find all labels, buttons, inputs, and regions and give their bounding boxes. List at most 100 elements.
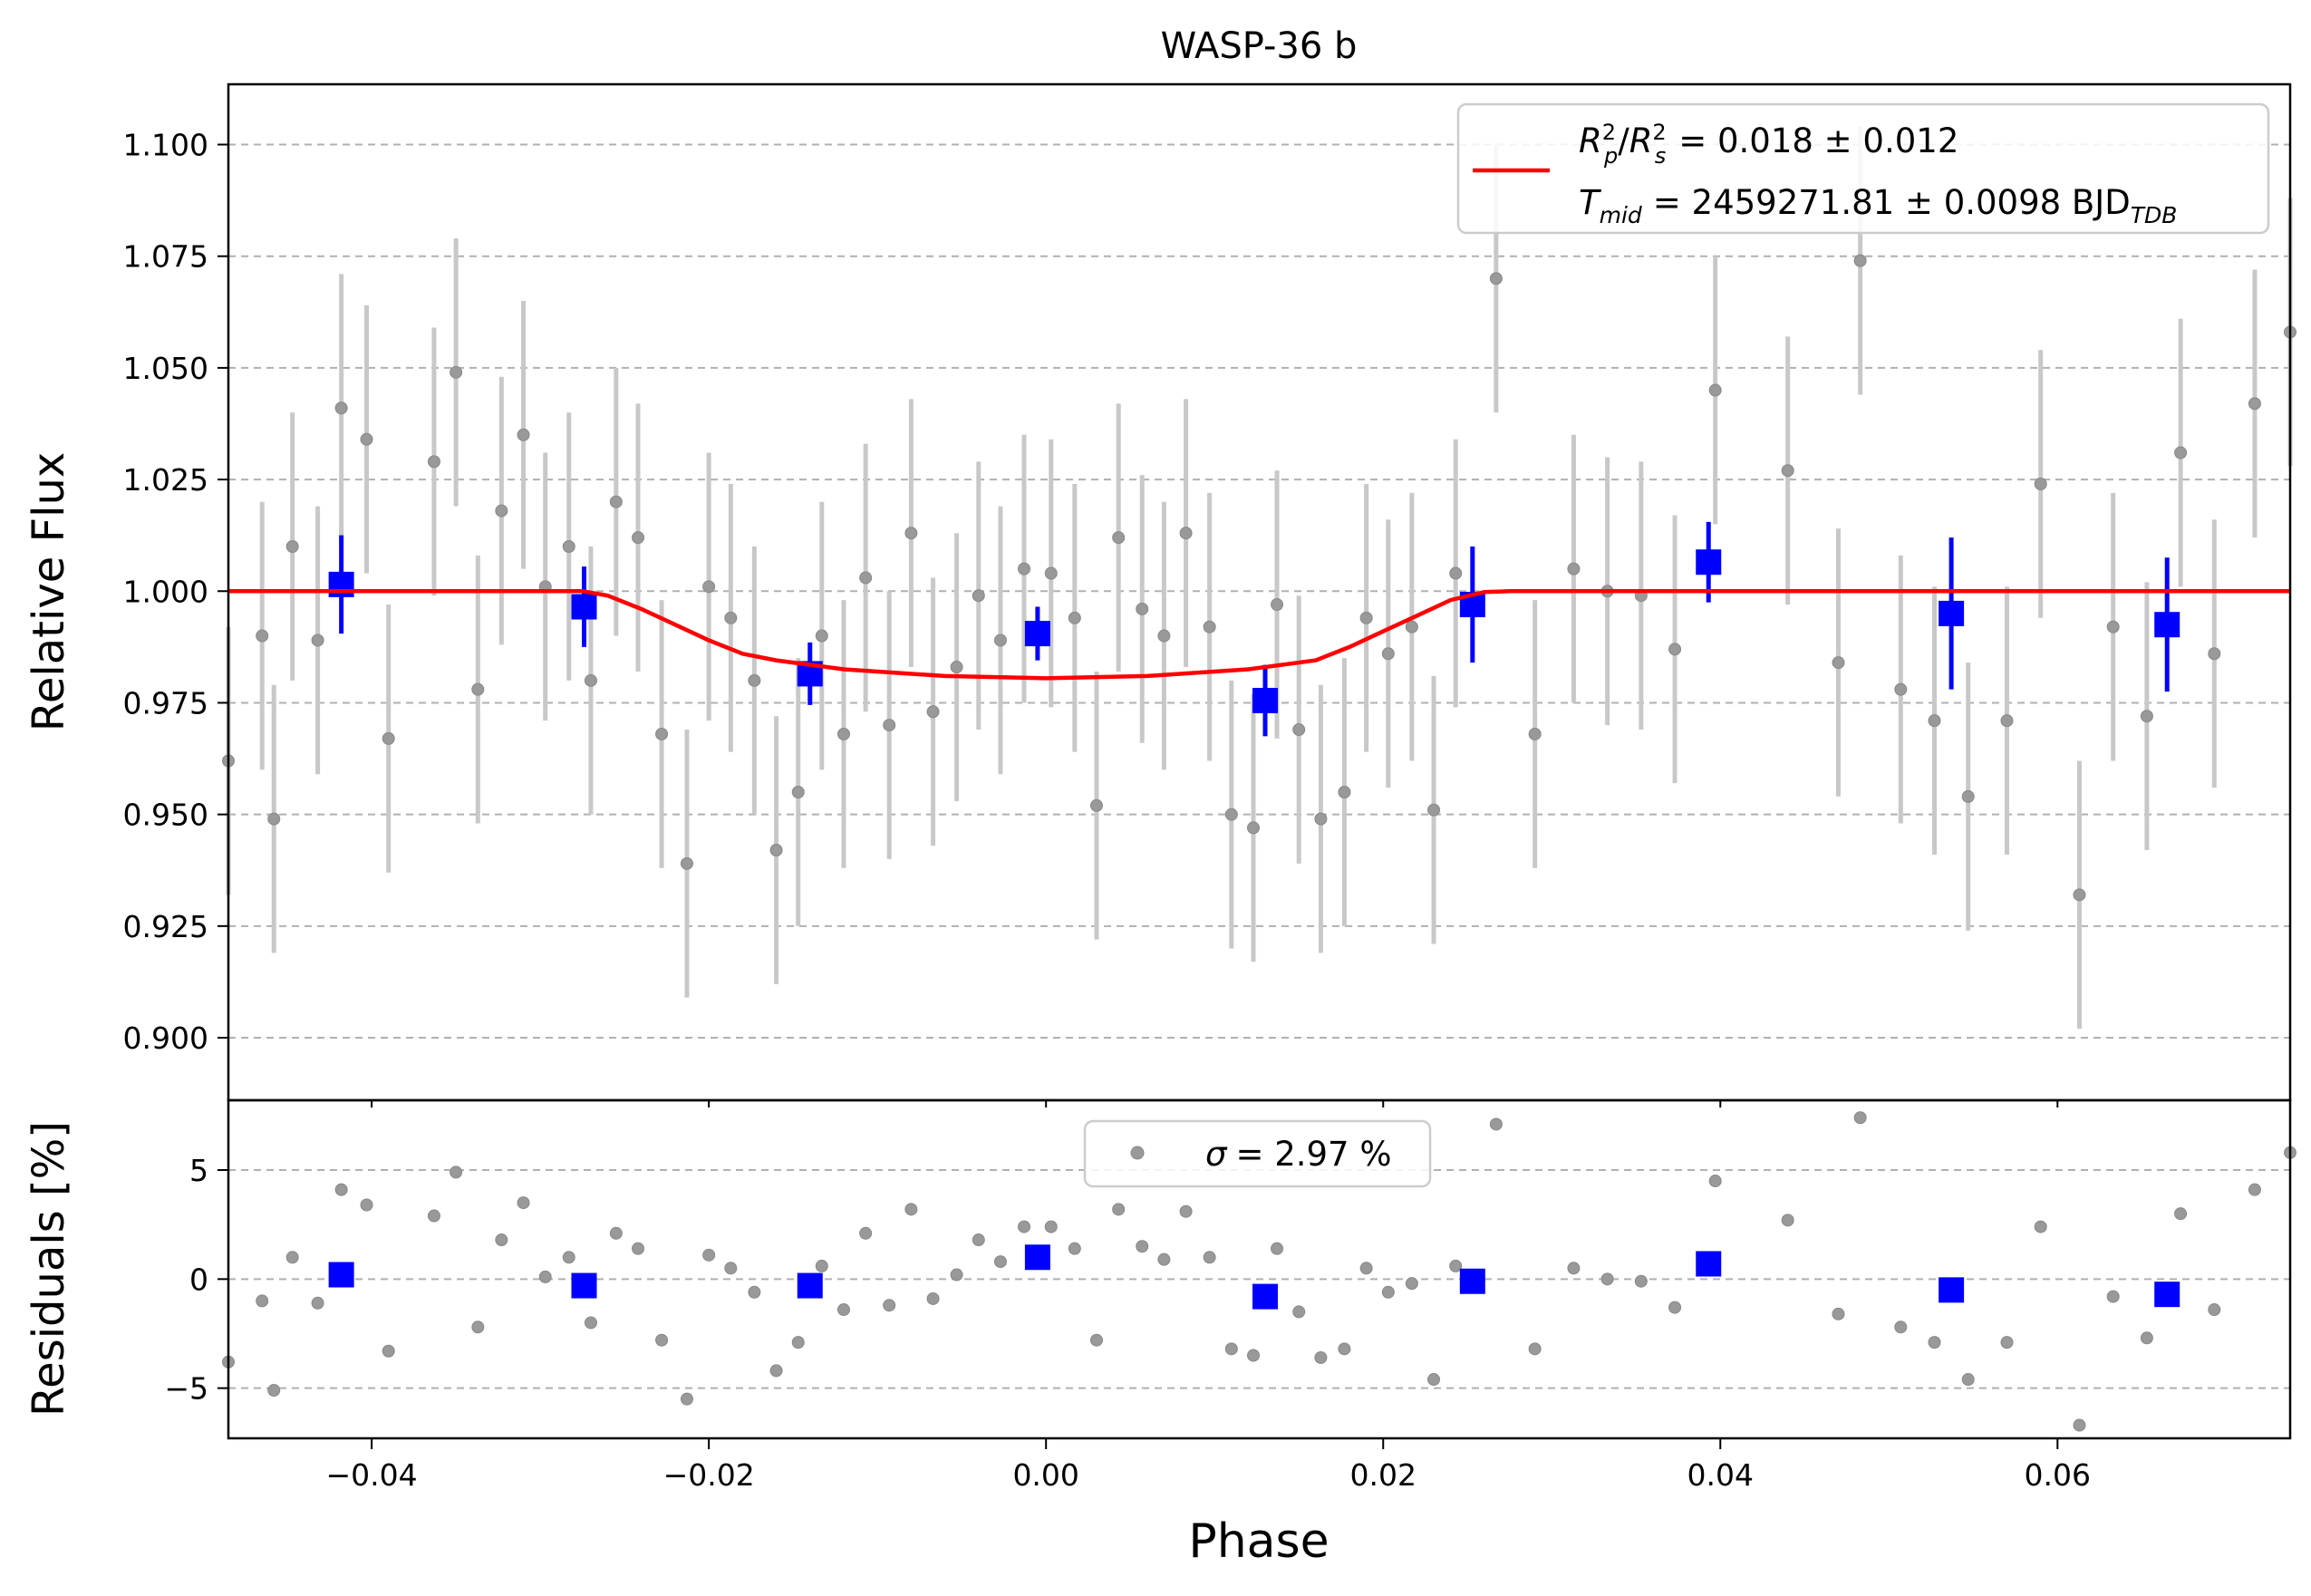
residual-point (1224, 1342, 1238, 1356)
raw-point (1781, 464, 1794, 478)
raw-point (562, 539, 575, 553)
raw-point (702, 580, 716, 594)
raw-point (1668, 643, 1682, 656)
residual-point (1832, 1307, 1845, 1320)
legend-box (1083, 1119, 1432, 1188)
residual-point (609, 1226, 623, 1240)
residual-point (972, 1233, 985, 1247)
raw-point (1832, 656, 1845, 670)
raw-point (2208, 647, 2221, 661)
residual-point (1018, 1220, 1031, 1233)
bottom-panel-frame (227, 1098, 2292, 1440)
residual-point (769, 1364, 783, 1378)
raw-point (517, 428, 530, 441)
top-y-axis-ticks: 0.900 0.925 0.950 0.975 1.000 1.025 1.050 1.075… (123, 128, 228, 1056)
residual-point (1292, 1305, 1306, 1319)
residual-point (883, 1299, 896, 1312)
top-y-tick-label: 1.100 (123, 128, 208, 163)
top-y-tick-label: 1.025 (123, 462, 208, 498)
bottom-y-axis-label: Residuals [%] (24, 1121, 74, 1417)
binned-point (1024, 621, 1050, 647)
transit-model-line (228, 589, 2290, 681)
x-tick-label: −0.02 (663, 1457, 755, 1493)
top-y-tick-label: 1.050 (123, 351, 208, 386)
raw-point (427, 455, 440, 469)
x-axis-ticks: −0.04 −0.02 0.00 0.02 0.04 0.06 (326, 1100, 2091, 1493)
bottom-y-tick-label: 5 (189, 1153, 208, 1188)
binned-residual-point (328, 1262, 354, 1288)
residual-point (1427, 1373, 1441, 1387)
top-binned-points (328, 521, 2180, 737)
raw-point (836, 727, 850, 740)
raw-point (360, 432, 373, 446)
residual-point (538, 1270, 552, 1283)
residual-point (427, 1209, 440, 1223)
raw-point (2140, 710, 2153, 723)
raw-point (1068, 611, 1081, 624)
top-raw-points (222, 254, 2296, 902)
raw-point (680, 856, 693, 870)
residual-point (1781, 1214, 1794, 1227)
legend-sigma-label: σ = 2.97 % (1205, 1135, 1392, 1174)
residual-point (517, 1196, 530, 1210)
residual-point (1112, 1203, 1126, 1216)
residual-point (993, 1255, 1007, 1269)
residual-point (724, 1262, 738, 1275)
legend-depth-label: R2 p/R2 s = 0.018 ± 0.012 (1579, 120, 1958, 169)
raw-point (311, 634, 324, 647)
raw-point (495, 504, 508, 517)
raw-point (1961, 789, 1975, 803)
residual-point (450, 1166, 463, 1179)
binned-point (2154, 612, 2180, 638)
residual-point (1246, 1349, 1260, 1362)
raw-point (1853, 254, 1867, 267)
x-tick-label: 0.04 (1687, 1457, 1754, 1493)
residual-binned-points (328, 1244, 2180, 1310)
residual-point (2174, 1207, 2188, 1221)
x-tick-label: −0.04 (326, 1457, 418, 1493)
raw-point (2248, 397, 2261, 411)
residual-point (1068, 1242, 1081, 1255)
raw-point (2106, 620, 2120, 634)
residual-point (748, 1285, 761, 1299)
x-axis-label: Phase (1188, 1514, 1329, 1569)
residual-point (1708, 1175, 1722, 1188)
raw-point (859, 571, 873, 585)
x-tick-label: 0.00 (1012, 1457, 1078, 1493)
raw-point (1179, 527, 1193, 540)
chart-title: WASP-36 b (1161, 25, 1358, 67)
residual-point (1203, 1251, 1216, 1264)
residual-point (836, 1303, 850, 1317)
residual-point (815, 1259, 828, 1272)
binned-point (1252, 687, 1279, 713)
raw-point (1489, 272, 1503, 285)
legend-tmid-label: Tmid = 2459271.81 ± 0.0098 BJDTDB (1579, 183, 2177, 228)
raw-point (1894, 682, 1908, 696)
residual-point (1338, 1342, 1351, 1356)
bottom-legend: σ = 2.97 % (1083, 1119, 1432, 1188)
top-y-tick-label: 1.075 (123, 239, 208, 275)
residual-point (1089, 1333, 1103, 1347)
residual-point (1044, 1220, 1058, 1233)
raw-point (791, 786, 805, 799)
residual-point (702, 1248, 716, 1262)
top-y-tick-label: 0.925 (123, 909, 208, 944)
residual-point (1381, 1285, 1395, 1299)
residual-point (1449, 1259, 1463, 1272)
residual-point (680, 1392, 693, 1406)
residual-point (1314, 1350, 1328, 1364)
residual-point (1157, 1253, 1171, 1266)
top-raw-errorbars (226, 126, 2293, 1030)
raw-point (334, 401, 348, 415)
residual-point (904, 1203, 918, 1216)
residual-raw-points (222, 1111, 2296, 1432)
residual-point (1853, 1111, 1867, 1125)
raw-point (1112, 531, 1126, 545)
raw-point (2034, 478, 2047, 491)
raw-point (950, 661, 963, 674)
residual-point (495, 1233, 508, 1247)
residual-point (256, 1294, 269, 1308)
raw-point (382, 731, 395, 745)
raw-point (1292, 723, 1306, 737)
